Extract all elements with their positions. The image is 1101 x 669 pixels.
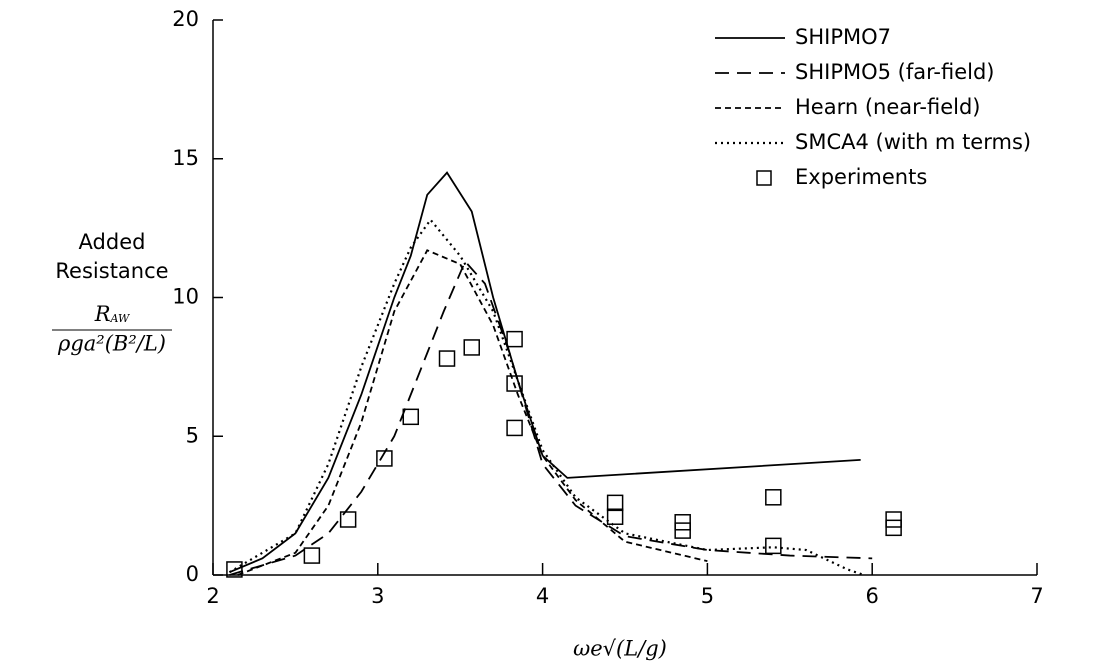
numerator: R [94, 302, 111, 326]
experiment-point [303, 547, 321, 564]
legend-marker [756, 170, 772, 186]
legend-label: SHIPMO7 [795, 25, 891, 49]
experiment-point [438, 350, 456, 367]
y-fraction: RAW [94, 302, 131, 326]
experiment-point [463, 339, 480, 356]
numerator-sub: AW [110, 312, 131, 325]
y-axis-label: Added [79, 230, 146, 254]
y-tick-label: 5 [186, 423, 199, 447]
y-tick-label: 15 [172, 146, 199, 170]
experiment-point [402, 408, 420, 426]
series-line [237, 249, 708, 576]
x-axis-label: ωe√(L/g) [573, 637, 667, 661]
legend-label: Experiments [795, 165, 927, 189]
series-line [229, 259, 873, 576]
series-line [228, 217, 865, 577]
experiment-point [226, 561, 243, 578]
x-tick-label: 7 [1030, 584, 1043, 608]
legend-label: SHIPMO5 (far-field) [795, 60, 995, 84]
experiment-point [506, 375, 523, 392]
experiment-point [606, 494, 624, 512]
experiment-point [376, 450, 393, 467]
series-line [229, 171, 861, 574]
y-tick-label: 20 [172, 7, 199, 31]
y-tick-label: 10 [172, 285, 199, 309]
legend-label: SMCA4 (with m terms) [795, 130, 1031, 154]
experiment-point [506, 330, 523, 348]
experiment-point [506, 419, 523, 437]
experiment-point [765, 537, 782, 555]
legend-label: Hearn (near-field) [795, 95, 981, 119]
x-tick-label: 6 [866, 584, 879, 608]
experiment-point [339, 511, 357, 528]
x-tick-label: 5 [701, 584, 714, 608]
experiment-point [885, 519, 902, 537]
experiment-point [885, 511, 902, 528]
x-tick-label: 3 [371, 584, 384, 608]
experiment-point [674, 522, 691, 539]
experiment-point [606, 508, 624, 525]
experiment-point [765, 489, 782, 506]
experiment-point [674, 514, 691, 531]
denominator: ρga²(B²/L) [57, 332, 166, 356]
y-tick-label: 0 [186, 562, 199, 586]
x-tick-label: 4 [536, 584, 549, 608]
x-tick-label: 2 [206, 584, 219, 608]
y-axis-label: Resistance [55, 259, 168, 283]
